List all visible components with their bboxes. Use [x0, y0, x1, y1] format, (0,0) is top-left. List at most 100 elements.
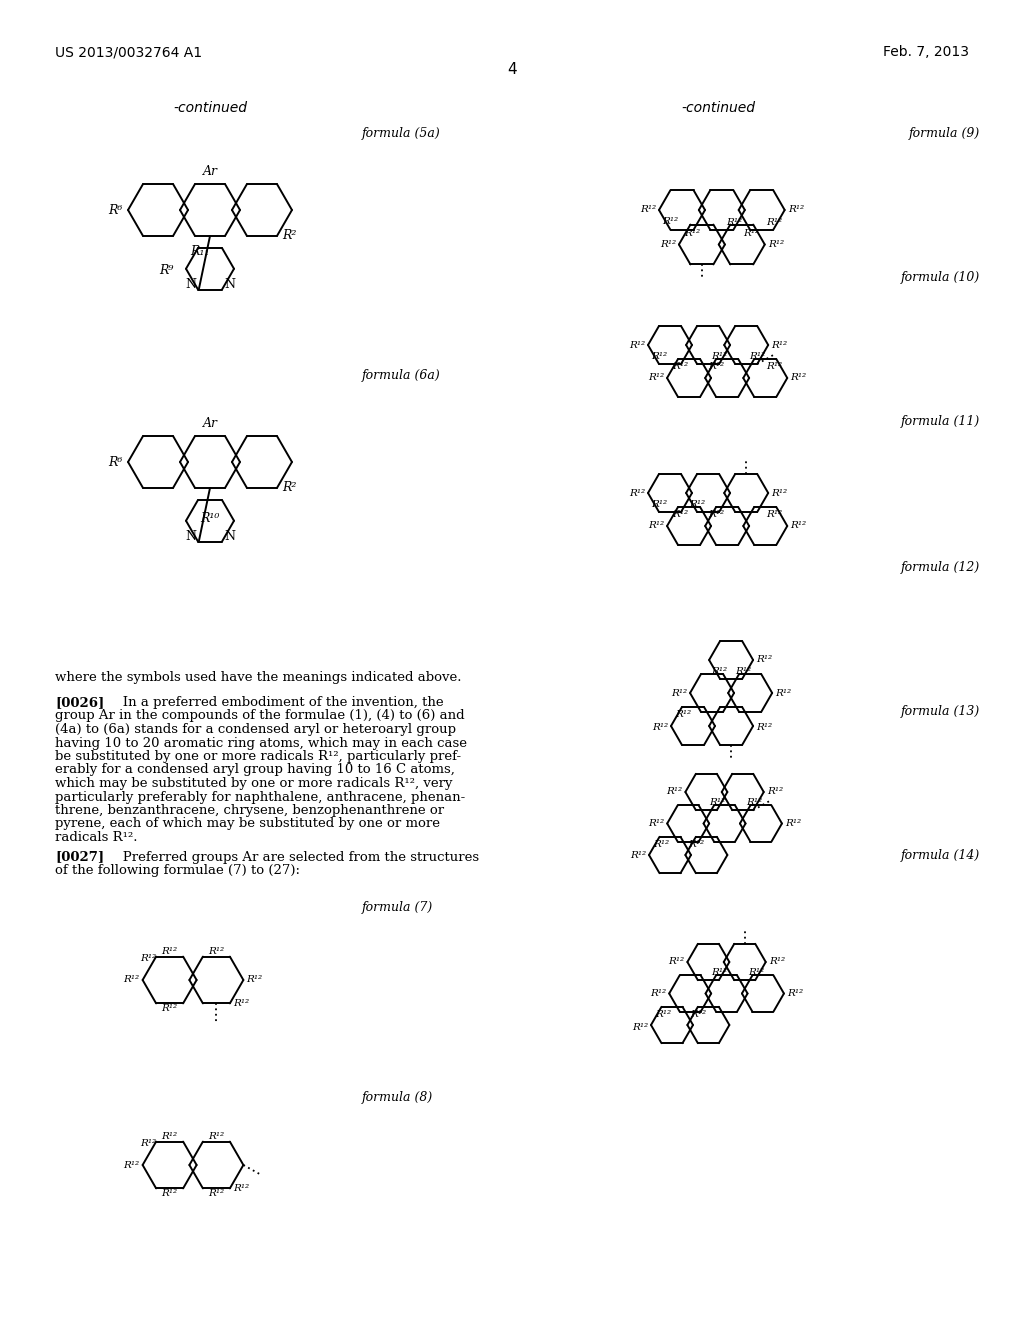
Text: R⁹: R⁹ — [160, 264, 174, 277]
Text: R¹²: R¹² — [629, 341, 645, 350]
Text: R¹²: R¹² — [208, 1189, 224, 1199]
Text: R¹²: R¹² — [766, 218, 782, 227]
Text: R¹²: R¹² — [767, 788, 783, 796]
Text: R¹²: R¹² — [743, 228, 760, 238]
Text: R¹²: R¹² — [650, 989, 667, 998]
Text: Preferred groups Ar are selected from the structures: Preferred groups Ar are selected from th… — [110, 850, 479, 863]
Text: R¹²: R¹² — [651, 500, 667, 510]
Text: R¹²: R¹² — [247, 975, 262, 985]
Text: formula (11): formula (11) — [901, 416, 980, 429]
Text: formula (14): formula (14) — [901, 850, 980, 862]
Text: R¹²: R¹² — [708, 510, 724, 519]
Text: where the symbols used have the meanings indicated above.: where the symbols used have the meanings… — [55, 671, 462, 684]
Text: Feb. 7, 2013: Feb. 7, 2013 — [883, 45, 969, 59]
Text: R¹²: R¹² — [786, 989, 803, 998]
Text: having 10 to 20 aromatic ring atoms, which may in each case: having 10 to 20 aromatic ring atoms, whi… — [55, 737, 467, 750]
Text: R¹²: R¹² — [659, 240, 676, 249]
Text: 4: 4 — [507, 62, 517, 78]
Text: In a preferred embodiment of the invention, the: In a preferred embodiment of the inventi… — [110, 696, 443, 709]
Text: R¹²: R¹² — [140, 954, 156, 964]
Text: threne, benzanthracene, chrysene, benzophenanthrene or: threne, benzanthracene, chrysene, benzop… — [55, 804, 444, 817]
Text: R¹²: R¹² — [775, 689, 792, 697]
Text: R¹²: R¹² — [766, 362, 782, 371]
Text: R¹²: R¹² — [746, 799, 762, 808]
Text: particularly preferably for naphthalene, anthracene, phenan-: particularly preferably for naphthalene,… — [55, 791, 465, 804]
Text: R¹²: R¹² — [652, 723, 668, 733]
Text: R¹²: R¹² — [709, 799, 725, 808]
Text: R¹²: R¹² — [162, 1131, 178, 1140]
Text: of the following formulae (7) to (27):: of the following formulae (7) to (27): — [55, 865, 300, 876]
Text: R¹²: R¹² — [162, 946, 178, 956]
Text: formula (8): formula (8) — [362, 1092, 433, 1105]
Text: -continued: -continued — [173, 102, 247, 115]
Text: R¹²: R¹² — [667, 788, 682, 796]
Text: R¹²: R¹² — [232, 1184, 249, 1193]
Text: R¹²: R¹² — [663, 216, 679, 226]
Text: R⁶: R⁶ — [109, 203, 123, 216]
Text: R¹²: R¹² — [749, 968, 764, 977]
Text: R¹²: R¹² — [735, 667, 752, 676]
Text: R¹²: R¹² — [140, 1139, 156, 1148]
Text: Ar: Ar — [203, 165, 217, 178]
Text: R¹²: R¹² — [671, 689, 687, 697]
Text: R¹²: R¹² — [162, 1005, 178, 1014]
Text: N: N — [185, 277, 196, 290]
Text: R¹²: R¹² — [756, 723, 772, 733]
Text: formula (7): formula (7) — [362, 902, 433, 915]
Text: [0026]: [0026] — [55, 696, 104, 709]
Text: R¹²: R¹² — [766, 510, 782, 519]
Text: R¹²: R¹² — [771, 488, 787, 498]
Text: R¹²: R¹² — [648, 818, 665, 828]
Text: R¹²: R¹² — [648, 521, 664, 531]
Text: which may be substituted by one or more radicals R¹², very: which may be substituted by one or more … — [55, 777, 453, 789]
Text: radicals R¹².: radicals R¹². — [55, 832, 137, 843]
Text: R¹⁰: R¹⁰ — [201, 512, 220, 525]
Text: R¹²: R¹² — [653, 840, 670, 849]
Text: R¹²: R¹² — [669, 957, 684, 966]
Text: erably for a condensed aryl group having 10 to 16 C atoms,: erably for a condensed aryl group having… — [55, 763, 455, 776]
Text: R¹²: R¹² — [688, 840, 703, 849]
Text: -continued: -continued — [681, 102, 755, 115]
Text: R¹²: R¹² — [208, 1131, 224, 1140]
Text: R¹²: R¹² — [630, 850, 646, 859]
Text: R²: R² — [282, 230, 296, 243]
Text: N: N — [224, 529, 234, 543]
Text: R¹²: R¹² — [769, 957, 784, 966]
Text: R⁶: R⁶ — [109, 455, 123, 469]
Text: R¹²: R¹² — [684, 228, 700, 238]
Text: [0027]: [0027] — [55, 850, 104, 863]
Text: pyrene, each of which may be substituted by one or more: pyrene, each of which may be substituted… — [55, 817, 440, 830]
Text: R¹²: R¹² — [651, 352, 667, 362]
Text: R¹²: R¹² — [785, 818, 801, 828]
Text: R¹²: R¹² — [711, 352, 727, 362]
Text: be substituted by one or more radicals R¹², particularly pref-: be substituted by one or more radicals R… — [55, 750, 461, 763]
Text: R¹²: R¹² — [672, 362, 688, 371]
Text: R¹²: R¹² — [708, 362, 724, 371]
Text: R¹²: R¹² — [690, 1010, 706, 1019]
Text: R¹²: R¹² — [629, 488, 645, 498]
Text: R¹²: R¹² — [648, 374, 664, 383]
Text: R¹²: R¹² — [711, 968, 727, 977]
Text: R¹²: R¹² — [640, 206, 656, 214]
Text: R¹²: R¹² — [771, 341, 787, 350]
Text: group Ar in the compounds of the formulae (1), (4) to (6) and: group Ar in the compounds of the formula… — [55, 710, 465, 722]
Text: R¹²: R¹² — [124, 1160, 139, 1170]
Text: R²: R² — [282, 482, 296, 495]
Text: R¹²: R¹² — [791, 521, 806, 531]
Text: N: N — [224, 277, 234, 290]
Text: (4a) to (6a) stands for a condensed aryl or heteroaryl group: (4a) to (6a) stands for a condensed aryl… — [55, 723, 456, 737]
Text: R¹²: R¹² — [726, 218, 742, 227]
Text: R₁₁: R₁₁ — [190, 246, 209, 259]
Text: N: N — [185, 529, 196, 543]
Text: formula (13): formula (13) — [901, 705, 980, 718]
Text: R¹²: R¹² — [632, 1023, 648, 1031]
Text: formula (5a): formula (5a) — [362, 127, 440, 140]
Text: formula (6a): formula (6a) — [362, 370, 440, 383]
Text: formula (12): formula (12) — [901, 561, 980, 573]
Text: R¹²: R¹² — [791, 374, 806, 383]
Text: formula (10): formula (10) — [901, 272, 980, 285]
Text: R¹²: R¹² — [689, 500, 706, 510]
Text: formula (9): formula (9) — [908, 127, 980, 140]
Text: R¹²: R¹² — [208, 946, 224, 956]
Text: US 2013/0032764 A1: US 2013/0032764 A1 — [55, 45, 202, 59]
